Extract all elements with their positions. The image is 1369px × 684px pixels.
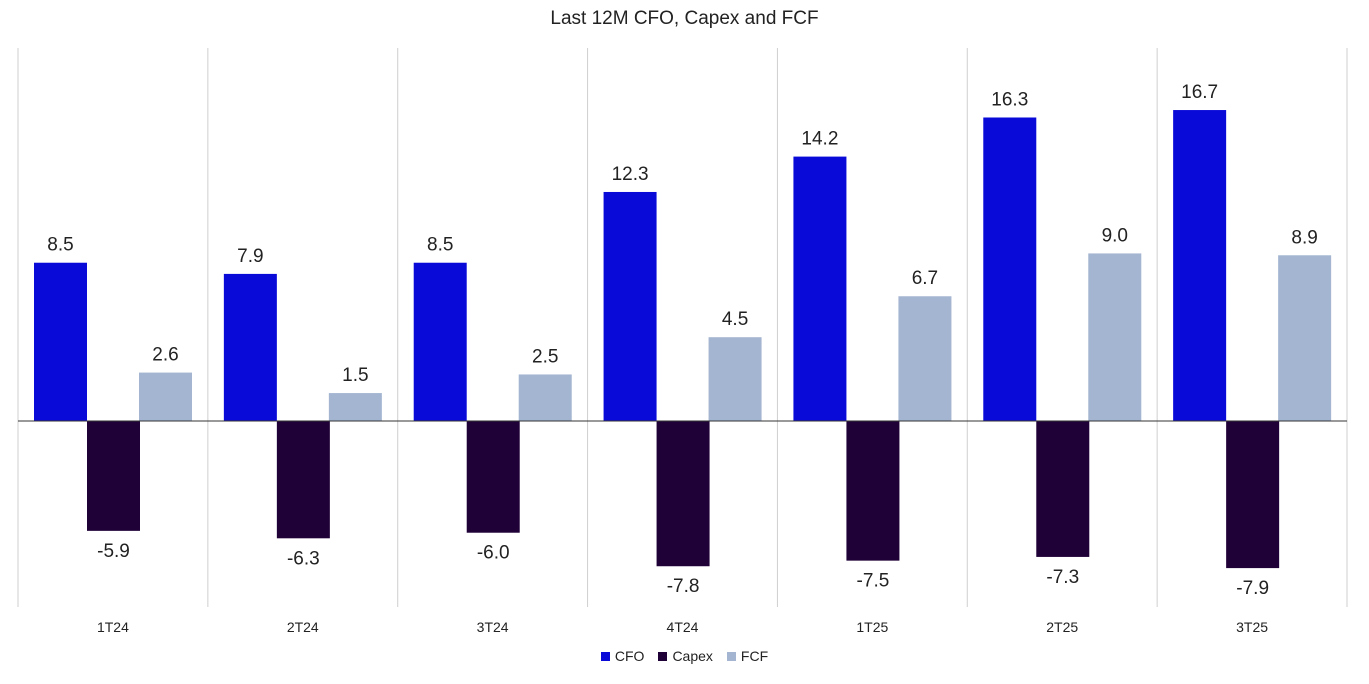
value-label-cfo-4t24: 12.3 [612,164,649,185]
bar-fcf-2t24 [328,393,382,421]
chart-title: Last 12M CFO, Capex and FCF [550,8,819,29]
value-label-fcf-3t24: 2.5 [532,346,558,367]
bars [34,110,1332,569]
value-label-capex-3t25: -7.9 [1236,578,1269,599]
value-label-cfo-2t24: 7.9 [237,246,263,267]
category-label-1t25: 1T25 [856,619,888,635]
value-label-fcf-4t24: 4.5 [722,309,748,330]
value-label-fcf-2t25: 9.0 [1102,225,1128,246]
bar-fcf-3t25 [1278,255,1332,421]
bar-capex-1t25 [846,421,900,561]
category-label-4t24: 4T24 [667,619,699,635]
value-label-cfo-2t25: 16.3 [991,89,1028,110]
value-label-capex-1t24: -5.9 [97,541,130,562]
category-label-1t24: 1T24 [97,619,129,635]
bar-cfo-4t24 [603,191,657,421]
bar-fcf-1t25 [898,296,952,421]
bar-cfo-1t25 [793,156,847,421]
value-label-fcf-1t25: 6.7 [912,268,938,289]
value-label-capex-3t24: -6.0 [477,543,510,564]
category-label-2t25: 2T25 [1046,619,1078,635]
category-label-3t25: 3T25 [1236,619,1268,635]
value-label-capex-2t25: -7.3 [1046,567,1079,588]
legend-label-capex: Capex [672,648,713,664]
bar-cfo-1t24 [34,262,87,421]
legend-swatch-capex [658,651,668,661]
bar-capex-4t24 [656,421,710,567]
value-label-capex-4t24: -7.8 [667,576,700,597]
legend: CFO Capex FCF [0,648,1369,664]
category-label-3t24: 3T24 [477,619,509,635]
value-label-fcf-3t25: 8.9 [1291,227,1317,248]
bar-cfo-3t25 [1173,110,1227,422]
bar-cfo-2t25 [983,117,1037,421]
value-label-cfo-1t24: 8.5 [47,235,73,256]
bar-fcf-3t24 [518,374,572,421]
value-label-cfo-1t25: 14.2 [801,129,838,150]
legend-item-fcf[interactable]: FCF [726,648,769,664]
bar-chart: 8.5 -5.9 2.6 7.9 -6.3 1.5 8.5 -6.0 2.5 12.3 -7.8 4.… [17,48,1348,635]
value-label-fcf-2t24: 1.5 [342,365,368,386]
bar-cfo-3t24 [413,262,467,421]
legend-item-cfo[interactable]: CFO [600,648,645,664]
value-label-cfo-3t25: 16.7 [1181,82,1218,103]
value-label-cfo-3t24: 8.5 [427,235,453,256]
legend-swatch-cfo [600,651,610,661]
legend-label-cfo: CFO [614,648,645,664]
bar-fcf-1t24 [139,372,192,421]
legend-item-capex[interactable]: Capex [658,648,713,664]
category-label-2t24: 2T24 [287,619,319,635]
bar-capex-3t24 [466,421,520,533]
legend-swatch-fcf [726,651,736,661]
value-label-fcf-1t24: 2.6 [152,345,178,366]
bar-capex-3t25 [1226,421,1280,569]
category-labels: 1T24 2T24 3T24 4T24 1T25 2T25 3T25 [97,619,1268,635]
bar-capex-2t24 [276,421,330,539]
bar-capex-1t24 [87,421,140,531]
legend-label-fcf: FCF [740,648,769,664]
category-separators [17,48,1348,607]
bar-capex-2t25 [1036,421,1090,557]
value-labels: 8.5 -5.9 2.6 7.9 -6.3 1.5 8.5 -6.0 2.5 12.3 -7.8 4.… [47,82,1318,599]
bar-fcf-2t25 [1088,253,1142,421]
value-label-capex-1t25: -7.5 [857,571,890,592]
bar-fcf-4t24 [708,337,762,421]
bar-cfo-2t24 [223,273,277,421]
value-label-capex-2t24: -6.3 [287,548,320,569]
